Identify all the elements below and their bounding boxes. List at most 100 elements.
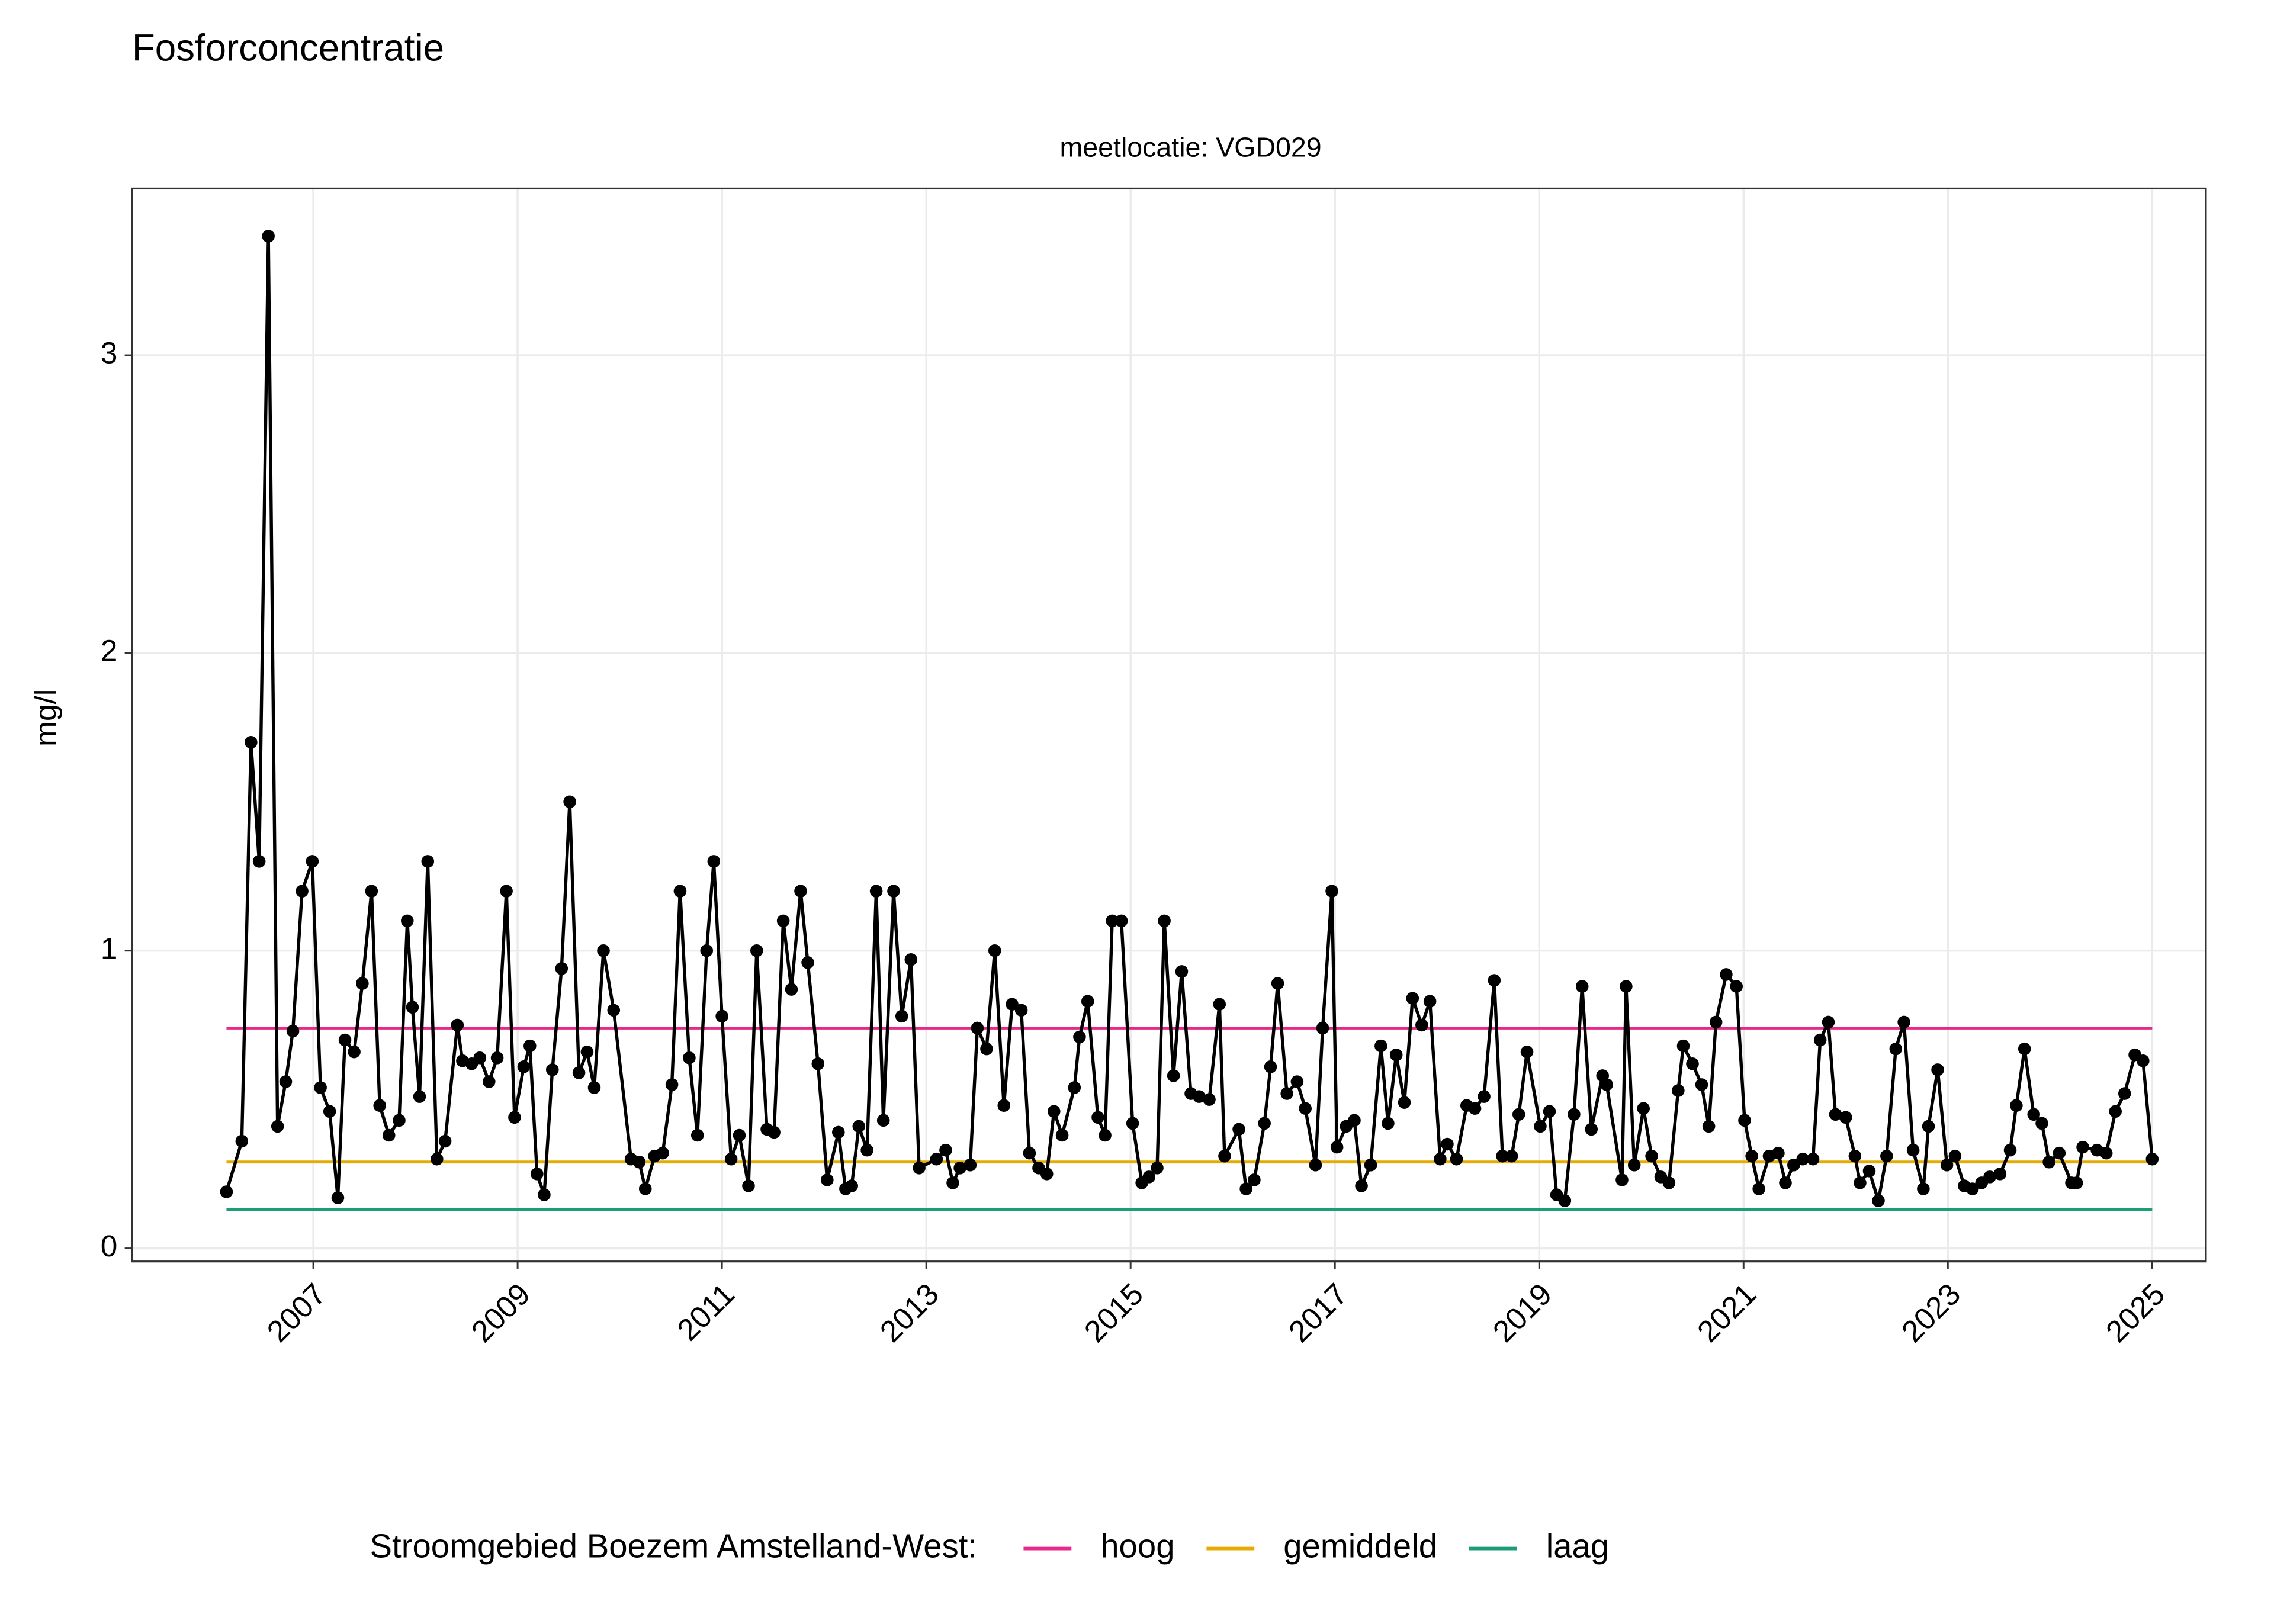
data-point [1620,980,1633,993]
data-point [382,1128,396,1142]
data-point [572,1066,586,1079]
data-point [1126,1117,1139,1130]
data-point [852,1120,866,1133]
data-point [2076,1140,2089,1154]
data-point [1695,1078,1708,1091]
data-point [1672,1084,1685,1097]
data-point [1745,1149,1758,1163]
data-point [286,1024,300,1038]
data-point [438,1134,452,1148]
data-point [587,1081,601,1094]
data-point [742,1179,755,1192]
data-point [939,1143,952,1157]
data-point [683,1051,696,1065]
data-point [715,1009,728,1023]
data-point [1040,1168,1054,1181]
data-point [2035,1117,2048,1130]
data-point [794,885,807,898]
data-point [1415,1018,1428,1032]
data-point [262,230,275,243]
data-point [750,944,763,957]
legend: Stroomgebied Boezem Amstelland-West: hoo… [370,1527,1609,1564]
data-point [490,1051,504,1065]
data-point [1645,1149,1658,1163]
data-point [1450,1152,1463,1166]
data-point [785,983,798,996]
y-tick-label: 3 [101,336,118,370]
data-point [2003,1143,2017,1157]
data-point [1290,1075,1304,1088]
data-point [1218,1149,1231,1163]
data-point [406,1001,419,1014]
data-point [235,1134,249,1148]
data-point [1091,1111,1104,1124]
data-point [2118,1087,2131,1100]
data-point [1752,1182,1765,1195]
data-point [801,956,814,969]
data-point [1192,1090,1206,1103]
data-point [1543,1105,1556,1118]
data-point [1232,1123,1245,1136]
data-point [1662,1176,1676,1189]
data-point [1382,1117,1395,1130]
legend-label: gemiddeld [1283,1527,1437,1564]
data-point [1478,1090,1491,1103]
data-point [607,1004,621,1017]
data-point [1806,1152,1820,1166]
data-point [393,1114,406,1127]
data-point [1496,1149,1509,1163]
data-point [963,1158,977,1172]
data-point [483,1075,496,1088]
data-point [1106,914,1119,928]
data-point [1175,965,1189,978]
data-point [1468,1102,1482,1115]
data-point [1309,1158,1322,1172]
data-point [1615,1173,1629,1186]
data-point [1264,1060,1277,1073]
data-point [869,885,883,898]
data-point [545,1063,559,1076]
data-point [1434,1152,1447,1166]
data-point [1073,1030,1086,1044]
data-point [279,1075,293,1088]
data-point [673,885,687,898]
data-point [271,1120,284,1133]
data-point [1676,1039,1690,1053]
data-point [331,1191,345,1204]
data-point [220,1185,233,1198]
data-point [1568,1108,1581,1121]
data-point [252,855,266,868]
data-point [1940,1158,1954,1172]
data-point [1983,1170,1996,1184]
data-point [656,1146,669,1160]
data-point [1142,1170,1156,1184]
data-point [338,1033,352,1047]
data-point [1406,992,1419,1005]
y-tick-label: 2 [101,633,118,667]
data-point [1917,1182,1930,1195]
data-point [1213,998,1226,1011]
data-point [845,1179,858,1192]
grid [131,188,2206,1262]
data-point [1839,1111,1852,1124]
data-point [1709,1015,1723,1029]
data-point [1330,1140,1344,1154]
data-point [1637,1102,1650,1115]
data-point [707,855,721,868]
data-point [1239,1182,1252,1195]
data-point [1258,1117,1271,1130]
data-point [365,885,378,898]
data-point [930,1152,943,1166]
data-point [887,885,900,898]
data-point [1720,968,1733,981]
data-point [401,914,414,928]
data-point [638,1182,652,1195]
data-point [1299,1102,1312,1115]
legend-label: laag [1546,1527,1609,1564]
data-point [2109,1105,2122,1118]
data-point [1829,1108,1842,1121]
data-point [348,1045,361,1059]
data-point [776,914,790,928]
data-point [1931,1063,1944,1076]
data-point [580,1045,594,1059]
